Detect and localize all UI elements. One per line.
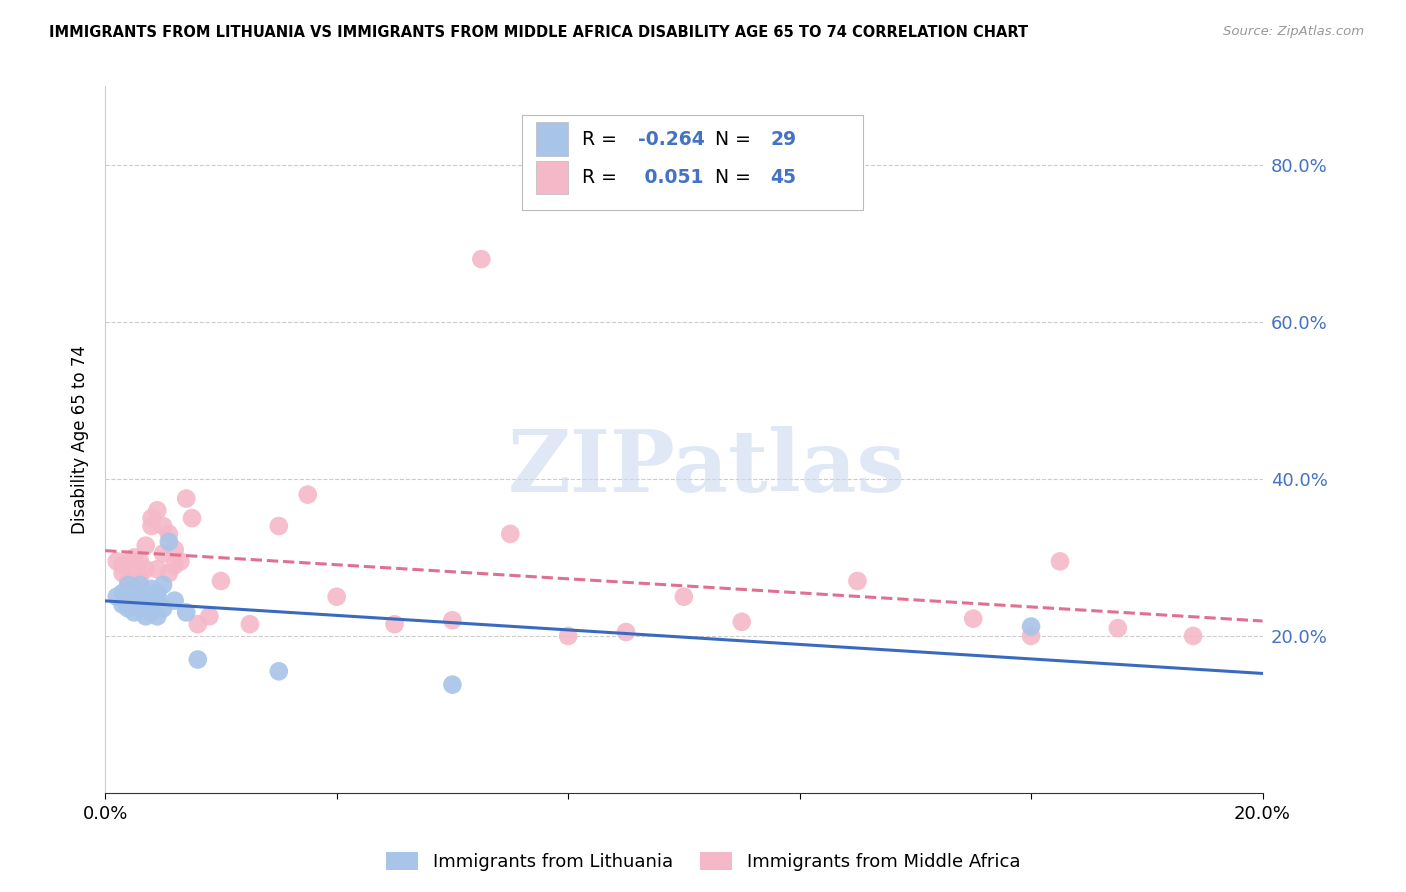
Point bbox=[135, 593, 157, 607]
Point bbox=[1049, 554, 1071, 568]
Text: N =: N = bbox=[716, 168, 756, 187]
Point bbox=[267, 665, 290, 679]
Point bbox=[157, 534, 180, 549]
Point bbox=[187, 652, 209, 666]
Point bbox=[157, 527, 180, 541]
Point bbox=[135, 539, 157, 553]
Point bbox=[384, 617, 406, 632]
Point bbox=[117, 554, 139, 568]
Point bbox=[117, 601, 139, 615]
Point bbox=[111, 558, 134, 573]
Point bbox=[111, 566, 134, 581]
Point bbox=[297, 488, 319, 502]
Point bbox=[117, 578, 139, 592]
Point bbox=[174, 606, 197, 620]
Point bbox=[169, 554, 191, 568]
Point bbox=[1019, 619, 1042, 633]
Point bbox=[135, 586, 157, 600]
Point bbox=[1182, 629, 1205, 643]
Point bbox=[105, 590, 128, 604]
Point bbox=[122, 562, 145, 576]
Point bbox=[499, 527, 522, 541]
Point bbox=[267, 519, 290, 533]
Point bbox=[163, 593, 186, 607]
Text: Source: ZipAtlas.com: Source: ZipAtlas.com bbox=[1223, 25, 1364, 38]
Point bbox=[614, 625, 637, 640]
Point bbox=[146, 586, 169, 600]
Bar bbox=[536, 161, 568, 194]
Point bbox=[181, 511, 204, 525]
Text: R =: R = bbox=[582, 130, 623, 149]
Point bbox=[111, 586, 134, 600]
Text: R =: R = bbox=[582, 168, 623, 187]
Text: -0.264: -0.264 bbox=[637, 130, 704, 149]
Point bbox=[141, 606, 163, 620]
Point bbox=[146, 503, 169, 517]
Point bbox=[105, 554, 128, 568]
Point bbox=[135, 609, 157, 624]
Point bbox=[152, 519, 174, 533]
Point bbox=[441, 613, 464, 627]
Point bbox=[1107, 621, 1129, 635]
Point bbox=[470, 252, 492, 266]
Point bbox=[129, 578, 152, 592]
Point bbox=[129, 554, 152, 568]
Text: ZIPatlas: ZIPatlas bbox=[508, 426, 905, 510]
Point bbox=[152, 578, 174, 592]
Point bbox=[962, 612, 984, 626]
Point bbox=[557, 629, 579, 643]
Point bbox=[146, 609, 169, 624]
Point bbox=[122, 590, 145, 604]
Point bbox=[209, 574, 232, 588]
Point bbox=[141, 511, 163, 525]
Y-axis label: Disability Age 65 to 74: Disability Age 65 to 74 bbox=[72, 345, 89, 534]
Point bbox=[441, 678, 464, 692]
Point bbox=[152, 547, 174, 561]
Text: 45: 45 bbox=[770, 168, 797, 187]
Point bbox=[239, 617, 262, 632]
Point bbox=[174, 491, 197, 506]
Point bbox=[117, 574, 139, 588]
Point bbox=[157, 566, 180, 581]
Point bbox=[152, 601, 174, 615]
Point bbox=[146, 562, 169, 576]
Point bbox=[111, 598, 134, 612]
Point bbox=[141, 582, 163, 596]
Point bbox=[163, 558, 186, 573]
Point bbox=[187, 617, 209, 632]
Point bbox=[129, 570, 152, 584]
Text: N =: N = bbox=[716, 130, 756, 149]
Point bbox=[731, 615, 754, 629]
Point bbox=[141, 598, 163, 612]
Point bbox=[198, 609, 221, 624]
Legend: Immigrants from Lithuania, Immigrants from Middle Africa: Immigrants from Lithuania, Immigrants fr… bbox=[378, 845, 1028, 879]
Point bbox=[146, 590, 169, 604]
Point bbox=[846, 574, 869, 588]
Point bbox=[1019, 629, 1042, 643]
Point bbox=[122, 582, 145, 596]
Text: 29: 29 bbox=[770, 130, 797, 149]
Text: 0.051: 0.051 bbox=[637, 168, 703, 187]
Text: IMMIGRANTS FROM LITHUANIA VS IMMIGRANTS FROM MIDDLE AFRICA DISABILITY AGE 65 TO : IMMIGRANTS FROM LITHUANIA VS IMMIGRANTS … bbox=[49, 25, 1028, 40]
FancyBboxPatch shape bbox=[522, 115, 863, 210]
Point bbox=[163, 542, 186, 557]
Point bbox=[325, 590, 347, 604]
Point bbox=[141, 519, 163, 533]
Point bbox=[122, 606, 145, 620]
Point bbox=[672, 590, 695, 604]
Point bbox=[129, 590, 152, 604]
Point bbox=[135, 562, 157, 576]
Point bbox=[129, 601, 152, 615]
Bar bbox=[536, 122, 568, 156]
Point bbox=[122, 550, 145, 565]
